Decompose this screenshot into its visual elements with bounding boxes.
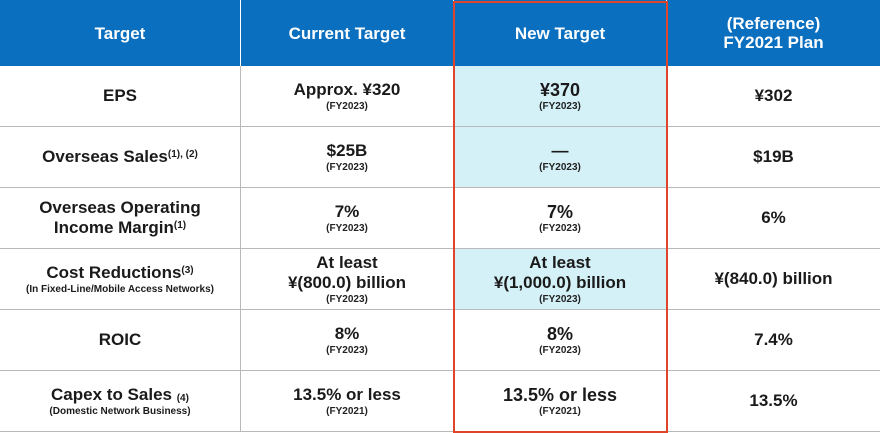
current-year: (FY2023) — [326, 293, 368, 305]
new-year: (FY2021) — [539, 405, 581, 417]
reference-value: ¥(840.0) billion — [714, 269, 833, 288]
footnote-ref: (1) — [173, 220, 187, 231]
new-overseas-sales: — (FY2023) — [454, 127, 667, 188]
footnote-ref: (3) — [181, 264, 194, 276]
header-current-label: Current Target — [288, 23, 406, 43]
new-value: 13.5% or less — [502, 384, 618, 405]
header-reference-line2: FY2021 Plan — [723, 33, 824, 52]
current-value: Approx. ¥320 — [293, 79, 401, 99]
row-label-text: ROIC — [98, 330, 142, 349]
current-value: $25B — [326, 140, 368, 160]
current-year: (FY2023) — [326, 222, 368, 234]
new-cost-reductions: At least ¥(1,000.0) billion (FY2023) — [454, 249, 667, 310]
row-label-overseas-sales: Overseas Sales(1), (2) — [0, 127, 241, 188]
new-value: ¥370 — [539, 79, 581, 100]
current-year: (FY2023) — [326, 161, 368, 173]
reference-value: 6% — [761, 208, 786, 227]
header-target: Target — [0, 0, 241, 66]
new-capex: 13.5% or less (FY2021) — [454, 371, 667, 432]
current-year: (FY2023) — [326, 344, 368, 356]
new-roic: 8% (FY2023) — [454, 310, 667, 371]
reference-value: 7.4% — [754, 330, 793, 349]
current-roic: 8% (FY2023) — [241, 310, 454, 371]
current-value: 8% — [334, 323, 360, 343]
new-year: (FY2023) — [539, 222, 581, 234]
row-label-text: Overseas Operating — [39, 198, 201, 217]
current-value: 7% — [334, 201, 360, 221]
row-label-text: Cost Reductions — [46, 262, 182, 282]
row-label-subline: (Domestic Network Business) — [49, 405, 191, 417]
new-year: (FY2023) — [539, 161, 581, 173]
row-label-text: EPS — [102, 86, 138, 105]
current-year: (FY2021) — [326, 405, 368, 417]
current-year: (FY2023) — [326, 100, 368, 112]
new-value: 7% — [546, 201, 573, 222]
row-label-text: Overseas Sales — [42, 147, 168, 166]
footnote-ref: (1), (2) — [167, 149, 198, 160]
row-label-cost-reductions: Cost Reductions(3) (In Fixed-Line/Mobile… — [0, 249, 241, 310]
header-reference-line1: (Reference) — [726, 14, 821, 33]
reference-value: 13.5% — [749, 391, 798, 410]
header-new-label: New Target — [514, 23, 606, 43]
current-value-line1: At least — [316, 252, 378, 272]
current-overseas-margin: 7% (FY2023) — [241, 188, 454, 249]
reference-cost-reductions: ¥(840.0) billion — [667, 249, 880, 310]
new-overseas-margin: 7% (FY2023) — [454, 188, 667, 249]
header-new-target: New Target — [454, 0, 667, 66]
row-label-text: Capex to Sales — [51, 384, 172, 404]
reference-roic: 7.4% — [667, 310, 880, 371]
row-label-eps: EPS — [0, 66, 241, 127]
current-value: 13.5% or less — [293, 384, 401, 404]
new-value: — — [551, 140, 569, 160]
new-value-line2: ¥(1,000.0) billion — [493, 272, 627, 292]
footnote-ref: (4) — [176, 392, 189, 404]
reference-value: ¥302 — [754, 86, 793, 105]
reference-overseas-sales: $19B — [667, 127, 880, 188]
new-value-line1: At least — [529, 252, 591, 272]
new-year: (FY2023) — [539, 100, 581, 112]
new-year: (FY2023) — [539, 344, 581, 356]
reference-eps: ¥302 — [667, 66, 880, 127]
current-overseas-sales: $25B (FY2023) — [241, 127, 454, 188]
row-label-text-line2: Income Margin — [53, 218, 174, 237]
row-label-overseas-margin: Overseas Operating Income Margin(1) — [0, 188, 241, 249]
current-value-line2: ¥(800.0) billion — [287, 272, 407, 292]
row-label-capex: Capex to Sales (4) (Domestic Network Bus… — [0, 371, 241, 432]
current-capex: 13.5% or less (FY2021) — [241, 371, 454, 432]
row-label-roic: ROIC — [0, 310, 241, 371]
reference-overseas-margin: 6% — [667, 188, 880, 249]
row-label-subline: (In Fixed-Line/Mobile Access Networks) — [25, 283, 214, 295]
header-target-label: Target — [94, 23, 146, 43]
current-cost-reductions: At least ¥(800.0) billion (FY2023) — [241, 249, 454, 310]
reference-capex: 13.5% — [667, 371, 880, 432]
new-year: (FY2023) — [539, 293, 581, 305]
header-reference: (Reference) FY2021 Plan — [667, 0, 880, 66]
new-eps: ¥370 (FY2023) — [454, 66, 667, 127]
header-current-target: Current Target — [241, 0, 454, 66]
current-eps: Approx. ¥320 (FY2023) — [241, 66, 454, 127]
reference-value: $19B — [753, 147, 794, 166]
new-value: 8% — [546, 323, 573, 344]
